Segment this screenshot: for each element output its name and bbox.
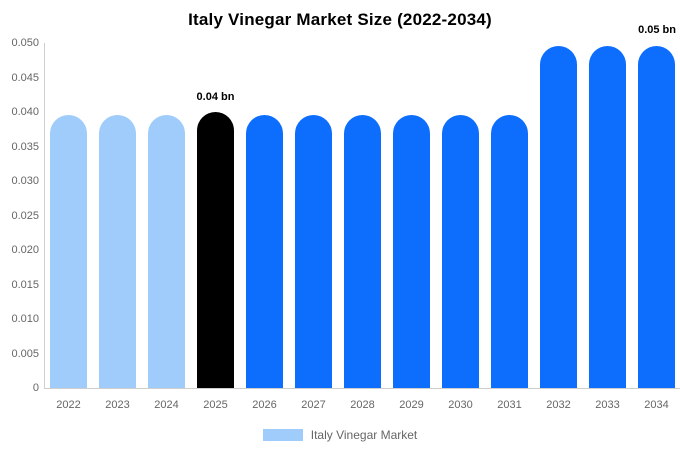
bar-2033[interactable] xyxy=(589,46,626,388)
bar-2030[interactable] xyxy=(442,115,479,388)
y-tick-label: 0.015 xyxy=(11,278,39,291)
bar-2025[interactable] xyxy=(197,112,234,388)
legend-swatch xyxy=(262,429,303,441)
bar-2022[interactable] xyxy=(50,115,87,388)
x-tick-label-2028: 2028 xyxy=(350,399,375,411)
x-tick-label-2030: 2030 xyxy=(448,399,473,411)
x-tick-label-2026: 2026 xyxy=(252,399,277,411)
x-tick-label-2023: 2023 xyxy=(105,399,130,411)
bar-2029[interactable] xyxy=(393,115,430,388)
x-axis-line xyxy=(44,388,680,389)
y-tick-label: 0.030 xyxy=(11,175,39,187)
x-tick-label-2025: 2025 xyxy=(203,399,228,411)
bar-2026[interactable] xyxy=(246,115,283,388)
y-tick-label: 0.025 xyxy=(11,209,39,222)
annotation-005bn: 0.05 bn xyxy=(638,24,676,36)
x-tick-label-2024: 2024 xyxy=(154,399,179,411)
x-tick-label-2031: 2031 xyxy=(497,399,522,411)
legend: Italy Vinegar Market xyxy=(0,426,680,444)
legend-label: Italy Vinegar Market xyxy=(310,428,418,442)
bar-2027[interactable] xyxy=(295,115,332,388)
x-tick-label-2032: 2032 xyxy=(546,399,571,411)
x-tick-label-2022: 2022 xyxy=(56,399,81,411)
y-tick-label: 0.035 xyxy=(11,140,39,153)
y-tick-label: 0.050 xyxy=(11,37,39,49)
legend-item[interactable]: Italy Vinegar Market xyxy=(262,428,418,442)
y-tick-label: 0.045 xyxy=(11,71,39,84)
x-tick-label-2029: 2029 xyxy=(399,399,424,411)
y-axis-line xyxy=(44,43,45,388)
y-tick-label: 0.010 xyxy=(11,313,39,325)
y-tick-label: 0 xyxy=(32,382,39,394)
y-tick-label: 0.020 xyxy=(11,244,39,256)
bar-2031[interactable] xyxy=(491,115,528,388)
x-tick-label-2027: 2027 xyxy=(301,399,326,411)
annotation-004bn: 0.04 bn xyxy=(196,91,235,103)
x-tick-label-2033: 2033 xyxy=(595,399,620,411)
bar-2024[interactable] xyxy=(148,115,185,388)
bar-2028[interactable] xyxy=(344,115,381,388)
y-tick-label: 0.040 xyxy=(11,106,39,118)
chart-title: Italy Vinegar Market Size (2022-2034) xyxy=(188,10,492,29)
y-tick-label: 0.005 xyxy=(11,347,39,360)
bar-2023[interactable] xyxy=(99,115,136,388)
bar-2034[interactable] xyxy=(638,46,675,388)
bar-2032[interactable] xyxy=(540,46,577,388)
x-tick-label-2034: 2034 xyxy=(644,399,669,411)
